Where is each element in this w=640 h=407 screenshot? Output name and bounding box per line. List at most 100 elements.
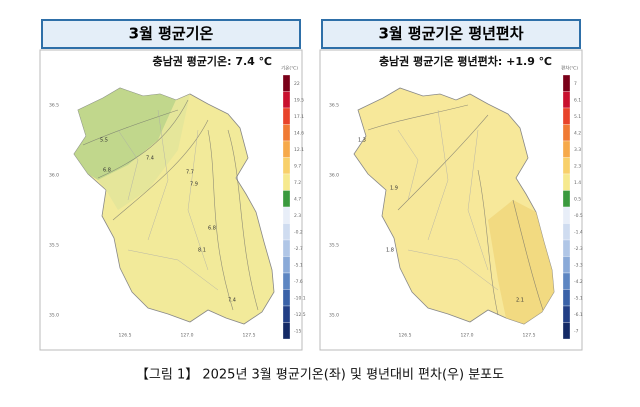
legend-label: -0.2 <box>294 229 303 235</box>
legend-label: 1.4 <box>574 180 581 186</box>
legend-label: -15 <box>294 328 301 334</box>
contour-label: 8.1 <box>198 248 206 254</box>
contour-label: 1.8 <box>386 248 394 254</box>
x-tick-label: 127.0 <box>181 333 194 339</box>
contour-label: 6.8 <box>103 168 111 174</box>
legend-label: -5.1 <box>574 295 583 301</box>
contour <box>112 119 209 221</box>
contour-label: 5.5 <box>100 138 108 144</box>
legend-swatch <box>562 157 571 175</box>
y-tick-label: 36.0 <box>49 173 59 179</box>
legend-label: 0.5 <box>574 196 581 202</box>
legend-swatch <box>282 305 291 323</box>
legend-label: 4.2 <box>574 130 581 136</box>
contour <box>227 129 259 311</box>
legend-swatch <box>282 74 291 92</box>
legend-swatch <box>282 256 291 274</box>
contour <box>207 129 234 311</box>
y-tick-label: 36.5 <box>329 103 339 109</box>
legend-label: 3.3 <box>574 147 581 153</box>
legend-swatch <box>562 223 571 241</box>
legend-label: -5.1 <box>294 262 303 268</box>
district-lines <box>397 109 499 291</box>
legend-swatch <box>282 322 291 340</box>
legend-swatch <box>282 107 291 125</box>
y-tick-label: 35.5 <box>329 243 339 249</box>
map: 1.3 1.9 1.8 2.1 <box>353 87 555 325</box>
legend-swatch <box>562 239 571 257</box>
legend-label: 22 <box>294 81 300 87</box>
legend-label: 12.1 <box>294 147 304 153</box>
legend-label: -2.7 <box>294 246 303 252</box>
title-box <box>321 19 581 49</box>
legend-label: -10.1 <box>294 295 306 301</box>
legend-label: 4.7 <box>294 196 301 202</box>
contour <box>82 109 179 146</box>
legend-label: -2.3 <box>574 246 583 252</box>
legend-swatch <box>562 289 571 307</box>
y-tick-label: 36.0 <box>329 173 339 179</box>
legend-swatch <box>282 140 291 158</box>
legend-swatch <box>562 322 571 340</box>
legend-label: 2.3 <box>294 213 301 219</box>
legend-label: -12.5 <box>294 312 306 318</box>
legend-swatch <box>282 206 291 224</box>
panel-title: 3월 평균기온 평년편차 <box>378 25 523 43</box>
legend-label: -1.4 <box>574 229 583 235</box>
legend-label: 19.5 <box>294 97 304 103</box>
contour <box>512 199 544 311</box>
legend-swatch <box>282 124 291 142</box>
legend-swatch <box>282 272 291 290</box>
x-tick-label: 127.5 <box>243 333 256 339</box>
legend-label: 14.6 <box>294 130 304 136</box>
contour-label: 7.9 <box>190 182 198 188</box>
panel-title: 3월 평균기온 <box>129 25 214 43</box>
x-tick-label: 127.0 <box>461 333 474 339</box>
legend-label: 7 <box>574 81 577 87</box>
legend-swatch <box>282 190 291 208</box>
legend-label: -7.6 <box>294 279 303 285</box>
y-tick-label: 35.5 <box>49 243 59 249</box>
legend-label: -4.2 <box>574 279 583 285</box>
legend-swatch <box>562 173 571 191</box>
contour-label: 2.1 <box>516 298 524 304</box>
legend-swatch <box>282 157 291 175</box>
legend-label: -7 <box>574 328 579 334</box>
legend-label: 17.1 <box>294 114 304 120</box>
legend-swatch <box>282 173 291 191</box>
title-box <box>41 19 301 49</box>
legend-label: -3.3 <box>574 262 583 268</box>
legend-label: -6.1 <box>574 312 583 318</box>
panel-subtitle: 충남권 평균기온: 7.4 ℃ <box>152 54 272 68</box>
legend-swatch <box>282 239 291 257</box>
y-tick-label: 36.5 <box>49 103 59 109</box>
x-tick-label: 126.5 <box>399 333 412 339</box>
legend-label: 7.2 <box>294 180 301 186</box>
y-tick-label: 35.0 <box>49 313 59 319</box>
legend-swatch <box>562 206 571 224</box>
contour <box>97 99 189 179</box>
contour-label: 7.7 <box>186 170 194 176</box>
contour <box>367 104 469 131</box>
x-tick-label: 127.5 <box>523 333 536 339</box>
legend-swatch <box>562 256 571 274</box>
legend-swatch <box>282 289 291 307</box>
legend-label: 2.3 <box>574 163 581 169</box>
legend-label: 9.7 <box>294 163 301 169</box>
map: 5.5 6.8 7.4 7.7 7.9 6.8 8.1 7.4 <box>73 87 275 325</box>
x-tick-label: 126.5 <box>119 333 132 339</box>
contour <box>477 169 499 316</box>
contour-label: 1.3 <box>358 138 366 144</box>
legend-swatch <box>562 272 571 290</box>
caption: 【그림 1】 2025년 3월 평균기온(좌) 및 평년대비 편차(우) 분포도 <box>136 368 504 383</box>
contour-label: 1.9 <box>390 186 398 192</box>
legend-swatch <box>562 124 571 142</box>
contour-label: 7.4 <box>146 156 154 162</box>
legend-swatch <box>562 91 571 109</box>
legend-swatch <box>282 223 291 241</box>
legend-label: 5.1 <box>574 114 581 120</box>
legend-swatch <box>562 305 571 323</box>
